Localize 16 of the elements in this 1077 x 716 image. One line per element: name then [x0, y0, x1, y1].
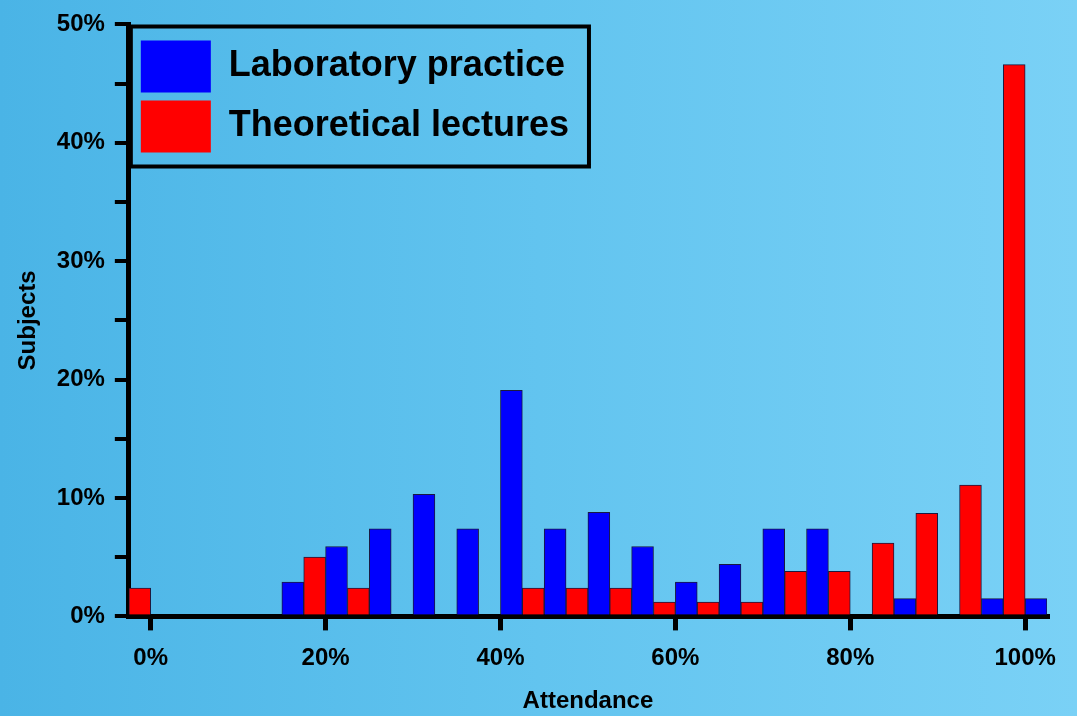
y-tick-label: 40% [56, 127, 105, 155]
x-axis-title: Attendance [522, 686, 654, 714]
x-tick-label: 100% [994, 643, 1056, 671]
x-tick-label: 40% [476, 643, 525, 671]
x-tick-label: 20% [301, 643, 350, 671]
y-tick-label: 10% [56, 482, 105, 510]
y-tick-label: 30% [56, 245, 105, 273]
x-tick-label: 80% [826, 643, 875, 671]
y-axis-title: Subjects [13, 270, 41, 371]
legend-label: Theoretical lectures [228, 103, 569, 145]
y-tick-label: 0% [70, 601, 105, 629]
x-tick-label: 60% [651, 643, 700, 671]
y-tick-label: 50% [56, 9, 105, 37]
y-tick-label: 20% [56, 364, 105, 392]
legend-label: Laboratory practice [228, 43, 565, 85]
x-tick-label: 0% [133, 643, 169, 671]
